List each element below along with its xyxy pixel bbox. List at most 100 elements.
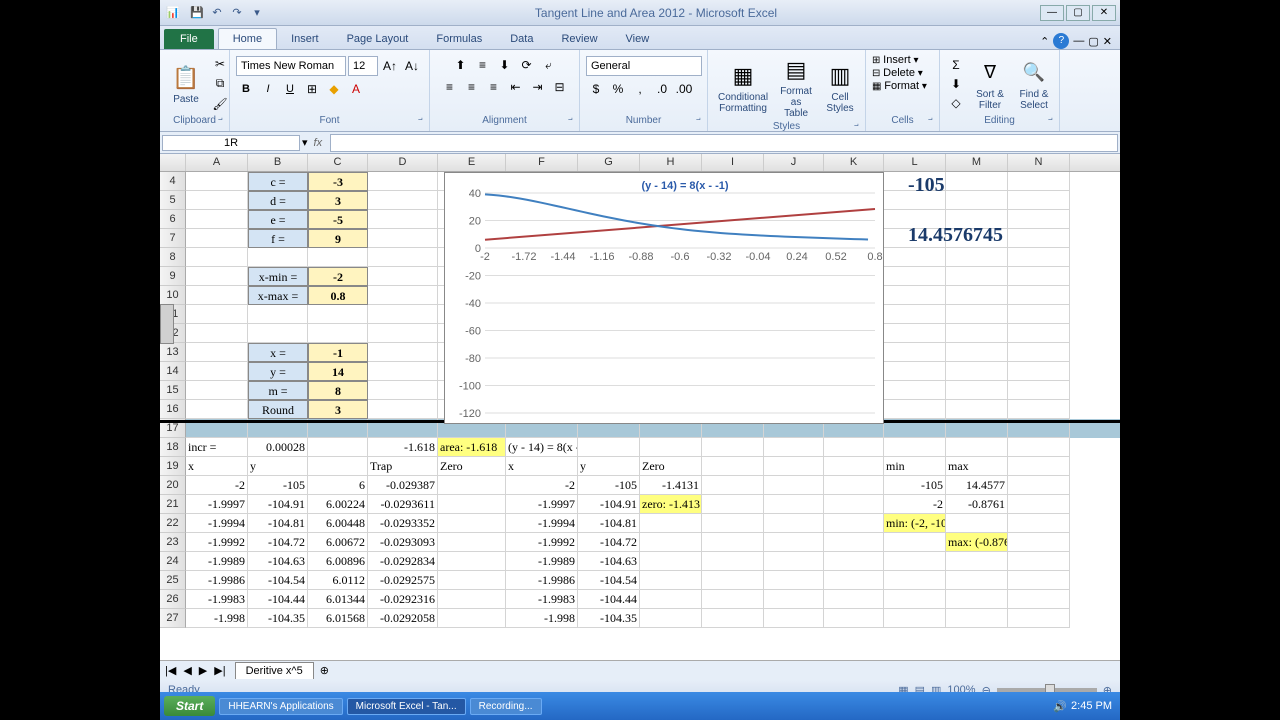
formula-bar: 1R ▾ fx: [160, 132, 1120, 154]
wrap-text-icon[interactable]: ⤶: [539, 56, 559, 74]
sort-filter-button[interactable]: ᐁSort & Filter: [970, 55, 1010, 113]
dec-decimal-icon[interactable]: .00: [674, 80, 694, 98]
format-painter-icon[interactable]: 🖌: [210, 95, 230, 113]
taskbar: Start HHEARN's Applications Microsoft Ex…: [160, 692, 1120, 720]
svg-text:-0.6: -0.6: [671, 251, 690, 263]
svg-text:-20: -20: [465, 271, 481, 283]
window-restore-icon[interactable]: ▢: [1088, 35, 1098, 48]
bold-button[interactable]: B: [236, 80, 256, 98]
font-color-button[interactable]: A: [346, 80, 366, 98]
minimize-ribbon-icon[interactable]: ⌃: [1040, 35, 1049, 48]
sheet-tabs: |◀ ◀ ▶ ▶| Deritive x^5 ⊕: [160, 660, 1120, 680]
fx-icon[interactable]: fx: [308, 137, 329, 149]
excel-window: 📊 💾 ↶ ↷ ▾ Tangent Line and Area 2012 - M…: [160, 0, 1120, 720]
help-icon[interactable]: ?: [1053, 33, 1069, 49]
svg-text:-120: -120: [459, 408, 481, 420]
align-bot-icon[interactable]: ⬇: [495, 56, 515, 74]
align-right-icon[interactable]: ≡: [484, 78, 504, 96]
copy-icon[interactable]: ⧉: [210, 75, 230, 93]
qa-icon[interactable]: ▾: [248, 4, 266, 22]
svg-text:0.24: 0.24: [786, 251, 807, 263]
tab-view[interactable]: View: [612, 29, 664, 49]
align-left-icon[interactable]: ≡: [440, 78, 460, 96]
indent-dec-icon[interactable]: ⇤: [506, 78, 526, 96]
grow-font-icon[interactable]: A↑: [380, 57, 400, 75]
cut-icon[interactable]: ✂: [210, 55, 230, 73]
svg-text:-80: -80: [465, 353, 481, 365]
tab-formulas[interactable]: Formulas: [422, 29, 496, 49]
taskbar-item[interactable]: HHEARN's Applications: [219, 698, 342, 715]
chart-svg: (y - 14) = 8(x - -1) 40200-20-40-60-80-1…: [445, 173, 885, 425]
sheet-first-icon[interactable]: |◀: [162, 664, 179, 677]
tray-icon[interactable]: 🔊: [1053, 700, 1067, 713]
format-table-button[interactable]: ▤Format as Table: [776, 52, 816, 121]
svg-text:0.52: 0.52: [825, 251, 846, 263]
svg-text:-0.32: -0.32: [706, 251, 731, 263]
tab-data[interactable]: Data: [496, 29, 547, 49]
fill-color-button[interactable]: ◆: [324, 80, 344, 98]
spreadsheet-grid[interactable]: ABCDEFGHIJKLMN 4c =-35d =36e =-57f =989x…: [160, 154, 1120, 660]
delete-cells-button[interactable]: ⊟ Delete ▾: [872, 67, 933, 79]
sheet-next-icon[interactable]: ▶: [196, 664, 210, 677]
align-center-icon[interactable]: ≡: [462, 78, 482, 96]
fill-icon[interactable]: ⬇: [946, 75, 966, 93]
tab-insert[interactable]: Insert: [277, 29, 333, 49]
titlebar: 📊 💾 ↶ ↷ ▾ Tangent Line and Area 2012 - M…: [160, 0, 1120, 26]
sheet-tab[interactable]: Deritive x^5: [235, 662, 314, 679]
expand-handle[interactable]: [160, 304, 174, 344]
redo-icon[interactable]: ↷: [228, 4, 246, 22]
merge-icon[interactable]: ⊟: [550, 78, 570, 96]
svg-text:20: 20: [469, 216, 481, 228]
result-min: -105: [908, 174, 945, 197]
new-sheet-icon[interactable]: ⊕: [320, 664, 329, 677]
excel-icon: 📊: [164, 4, 182, 22]
italic-button[interactable]: I: [258, 80, 278, 98]
window-min-icon[interactable]: —: [1073, 35, 1084, 47]
orientation-icon[interactable]: ⟳: [517, 56, 537, 74]
sheet-prev-icon[interactable]: ◀: [180, 664, 194, 677]
undo-icon[interactable]: ↶: [208, 4, 226, 22]
svg-text:0.8: 0.8: [867, 251, 882, 263]
font-name-select[interactable]: Times New Roman: [236, 56, 346, 76]
autosum-icon[interactable]: Σ: [946, 56, 966, 74]
indent-inc-icon[interactable]: ⇥: [528, 78, 548, 96]
underline-button[interactable]: U: [280, 80, 300, 98]
format-cells-button[interactable]: ▦ Format ▾: [872, 80, 933, 92]
align-top-icon[interactable]: ⬆: [451, 56, 471, 74]
window-close-icon[interactable]: ✕: [1103, 35, 1112, 48]
taskbar-item[interactable]: Microsoft Excel - Tan...: [347, 698, 466, 715]
minimize-button[interactable]: —: [1040, 5, 1064, 21]
number-format-select[interactable]: General: [586, 56, 702, 76]
currency-icon[interactable]: $: [586, 80, 606, 98]
border-button[interactable]: ⊞: [302, 80, 322, 98]
chart[interactable]: (y - 14) = 8(x - -1) 40200-20-40-60-80-1…: [444, 172, 884, 424]
shrink-font-icon[interactable]: A↓: [402, 57, 422, 75]
close-button[interactable]: ✕: [1092, 5, 1116, 21]
inc-decimal-icon[interactable]: .0: [652, 80, 672, 98]
window-title: Tangent Line and Area 2012 - Microsoft E…: [272, 6, 1040, 20]
paste-button[interactable]: 📋 Paste: [166, 60, 206, 107]
cell-styles-button[interactable]: ▥Cell Styles: [820, 58, 860, 116]
insert-cells-button[interactable]: ⊞ Insert ▾: [872, 54, 933, 66]
start-button[interactable]: Start: [164, 696, 215, 716]
taskbar-item[interactable]: Recording...: [470, 698, 542, 715]
svg-text:-1.44: -1.44: [550, 251, 575, 263]
name-box[interactable]: 1R: [162, 135, 300, 151]
tab-file[interactable]: File: [164, 29, 214, 49]
tab-review[interactable]: Review: [547, 29, 611, 49]
clear-icon[interactable]: ◇: [946, 94, 966, 112]
tab-pagelayout[interactable]: Page Layout: [333, 29, 423, 49]
sheet-last-icon[interactable]: ▶|: [211, 664, 228, 677]
align-mid-icon[interactable]: ≡: [473, 56, 493, 74]
conditional-formatting-button[interactable]: ▦Conditional Formatting: [714, 58, 772, 116]
formula-input[interactable]: [330, 134, 1118, 152]
svg-text:-0.04: -0.04: [745, 251, 770, 263]
tab-home[interactable]: Home: [218, 28, 277, 49]
paste-icon: 📋: [170, 62, 202, 94]
font-size-select[interactable]: 12: [348, 56, 378, 76]
percent-icon[interactable]: %: [608, 80, 628, 98]
save-icon[interactable]: 💾: [188, 4, 206, 22]
maximize-button[interactable]: ▢: [1066, 5, 1090, 21]
comma-icon[interactable]: ,: [630, 80, 650, 98]
find-select-button[interactable]: 🔍Find & Select: [1014, 55, 1054, 113]
